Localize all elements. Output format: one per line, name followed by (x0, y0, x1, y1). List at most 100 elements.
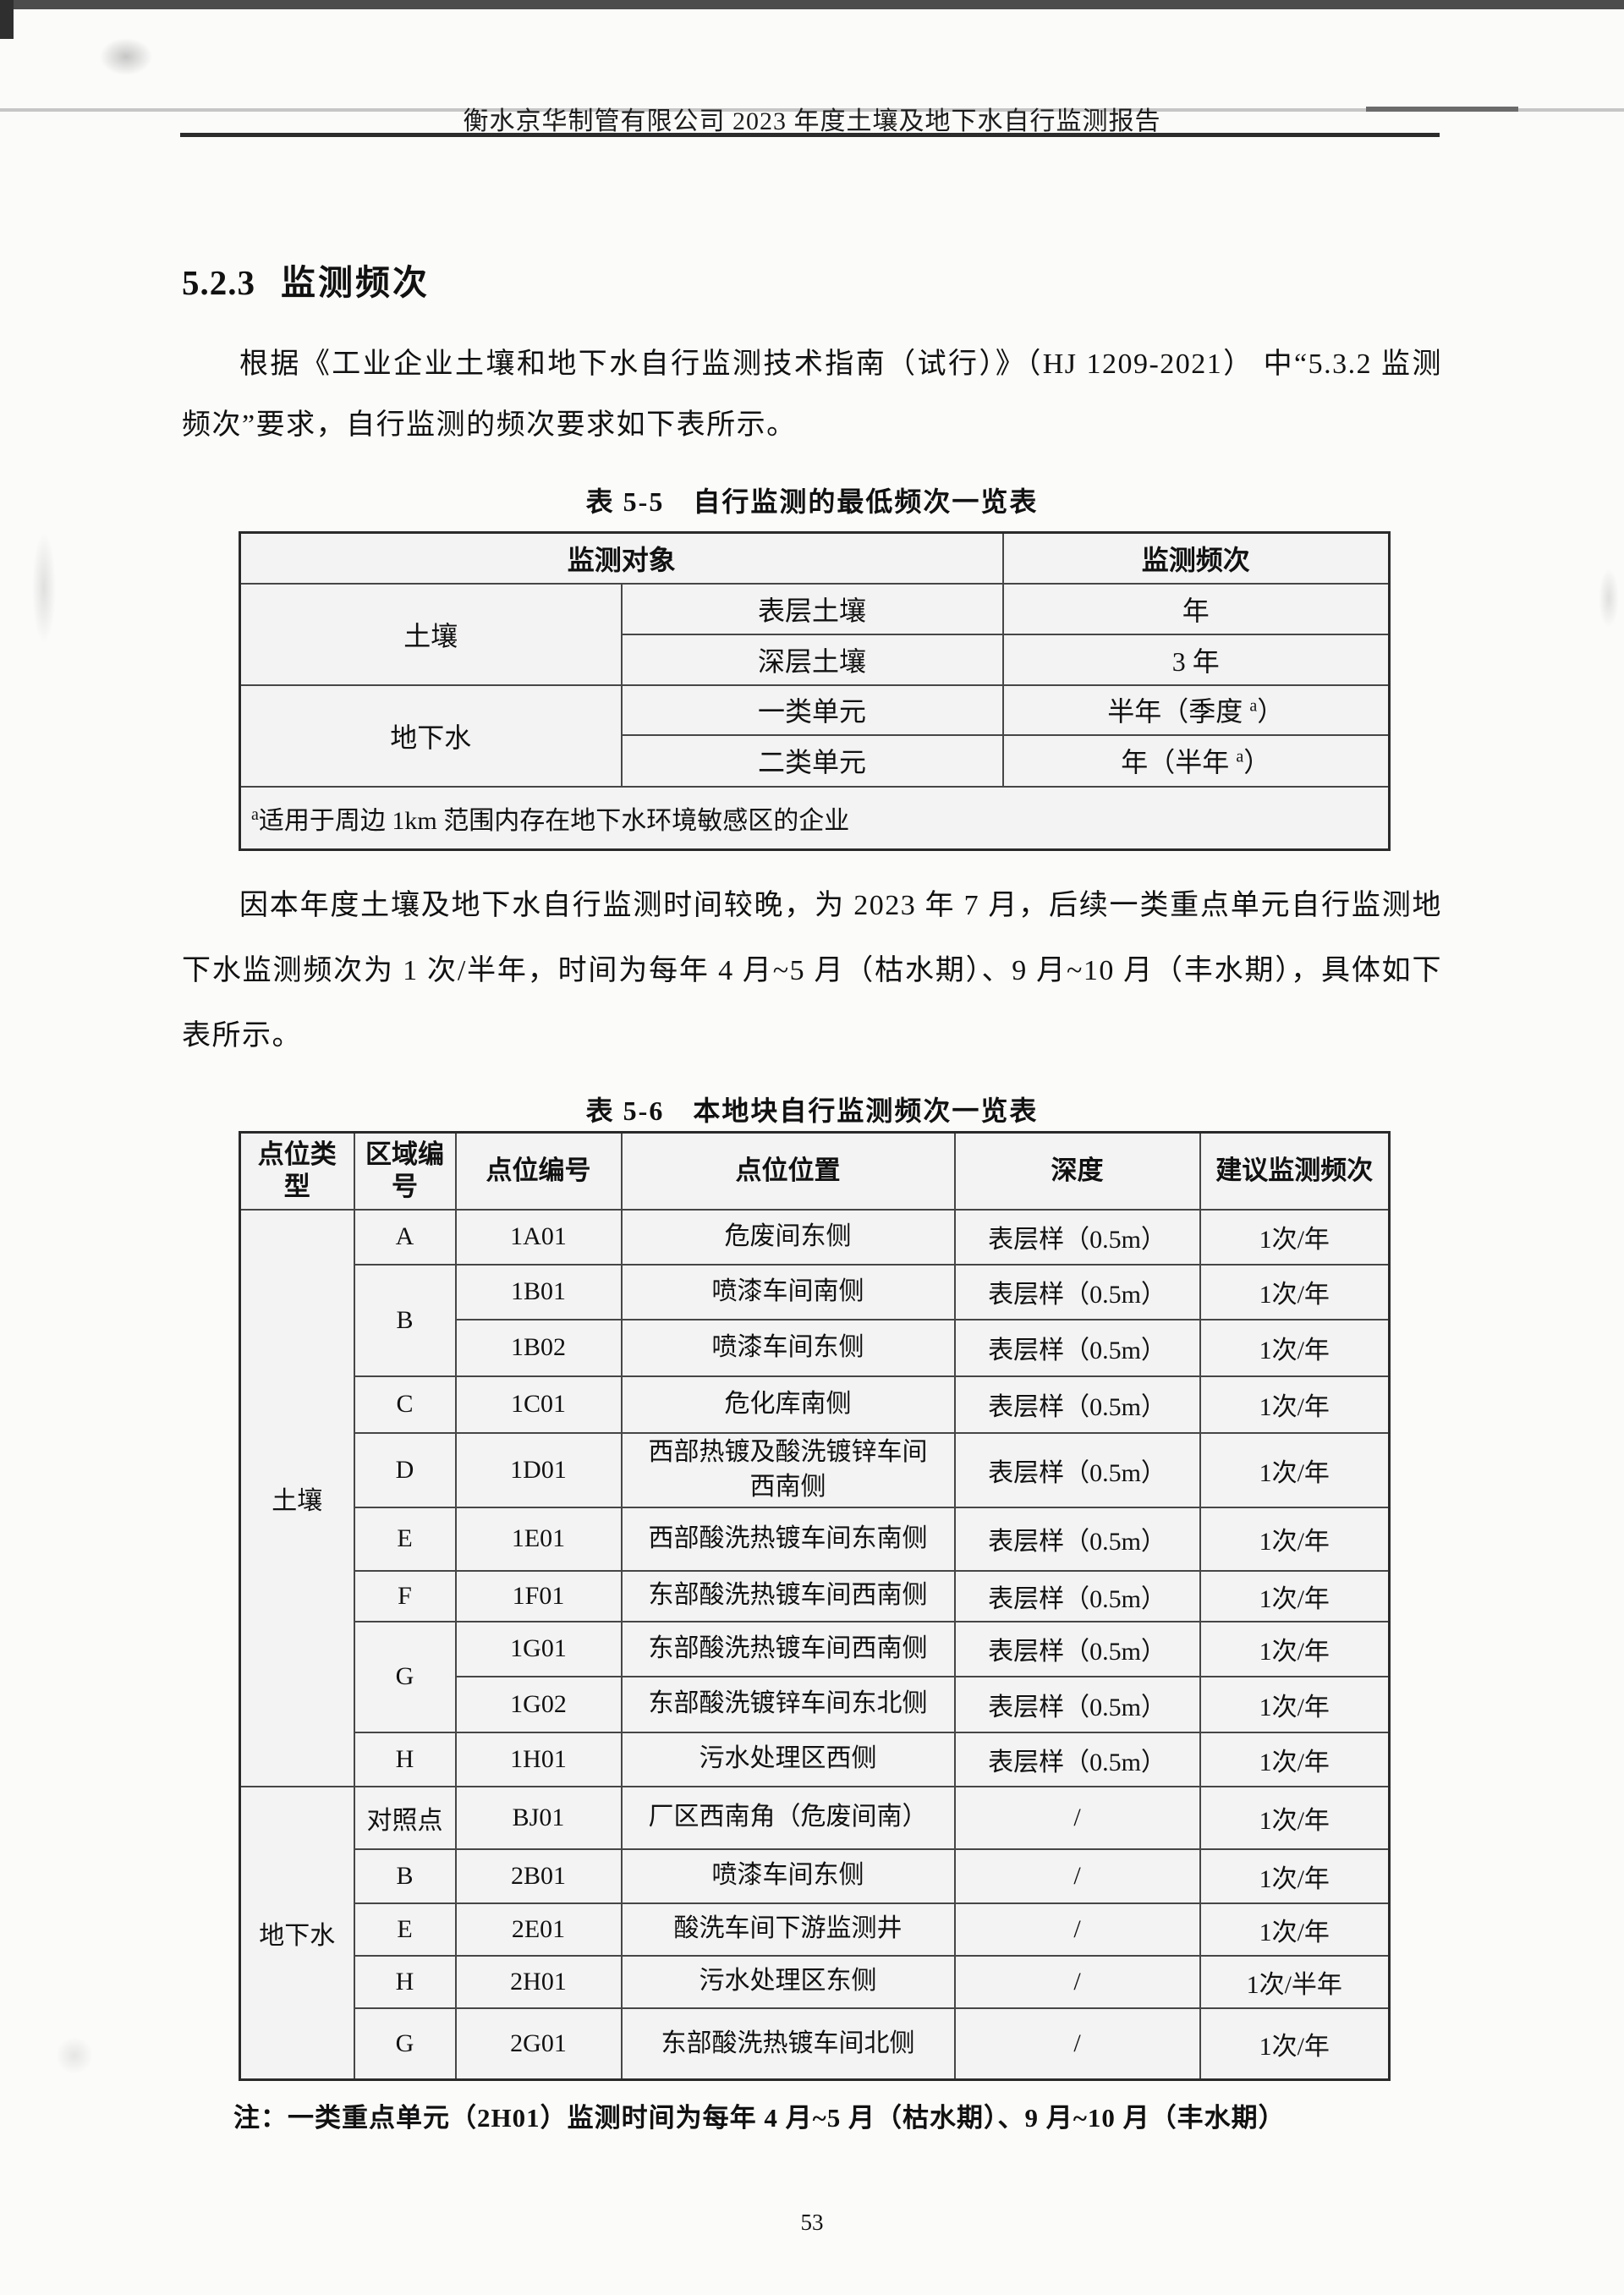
table-row: C 1C01 危化库南侧 表层样（0.5m） 1次/年 (240, 1375, 1391, 1434)
location-cell: 厂区西南角（危废间南） (620, 1785, 956, 1850)
depth-cell: 表层样（0.5m） (953, 1375, 1201, 1434)
depth-cell: 表层样（0.5m） (953, 1318, 1201, 1377)
col-header-monitor-frequency: 监测频次 (1001, 531, 1391, 585)
freq-cell: 1次/年 (1199, 1848, 1391, 1904)
running-header-title: 衡水京华制管有限公司 2023 年度土壤及地下水自行监测报告 (463, 107, 1161, 135)
freq-cell: 1次/年 (1199, 1506, 1391, 1572)
freq-cell: 1次/年 (1199, 1375, 1391, 1434)
depth-cell: / (953, 1785, 1201, 1850)
location-cell: 污水处理区西侧 (620, 1731, 956, 1787)
paragraph-frequency-detail: 因本年度土壤及地下水自行监测时间较晚，为 2023 年 7 月，后续一类重点单元… (182, 890, 1442, 1051)
scan-smudge (1599, 568, 1619, 628)
scan-corner-mark (0, 0, 14, 39)
header-divider-light (0, 108, 1624, 112)
point-id-cell: 1F01 (454, 1569, 623, 1622)
freq-cell: 1次/年 (1199, 1208, 1391, 1266)
section-heading: 5.2.3 监测频次 (182, 254, 430, 305)
table-row: E 1E01 西部酸洗热镀车间东南侧 表层样（0.5m） 1次/年 (240, 1506, 1391, 1572)
page-number: 53 (800, 2210, 824, 2235)
location-cell: 酸洗车间下游监测井 (620, 1902, 956, 1957)
zone-cell: D (353, 1431, 457, 1508)
table-row: B 2B01 喷漆车间东侧 / 1次/年 (240, 1848, 1391, 1904)
location-cell: 危化库南侧 (620, 1375, 956, 1434)
col-header-monitor-object: 监测对象 (239, 531, 1004, 585)
table-5-6-caption: 表 5-6 本地块自行监测频次一览表 (585, 1095, 1039, 1126)
table-row: E 2E01 酸洗车间下游监测井 / 1次/年 (240, 1902, 1391, 1957)
zone-cell: G (353, 1620, 457, 1733)
freq-cell: 1次/年 (1199, 1431, 1391, 1508)
type-cell-soil: 土壤 (239, 1208, 355, 1787)
section-number: 5.2.3 (182, 263, 255, 302)
col-header-zone-code: 区域编号 (353, 1131, 457, 1211)
zone-cell: 对照点 (353, 1785, 457, 1850)
point-id-cell: 1H01 (454, 1731, 623, 1787)
point-id-cell: 1A01 (454, 1208, 623, 1266)
group-cell-groundwater: 地下水 (239, 684, 623, 788)
location-cell: 东部酸洗热镀车间西南侧 (620, 1620, 956, 1677)
table-row: H 2H01 污水处理区东侧 / 1次/半年 (240, 1954, 1391, 2009)
zone-cell: E (353, 1506, 457, 1572)
unit-cell: 一类单元 (620, 684, 1004, 736)
freq-cell: 1次/年 (1199, 1318, 1391, 1377)
table-row: 二类单元 年（半年 a） (240, 733, 1391, 788)
col-header-depth: 深度 (953, 1131, 1201, 1211)
paragraph-intro: 根据《工业企业土壤和地下水自行监测技术指南（试行）》（HJ 1209-2021）… (182, 349, 1442, 441)
col-header-point-location: 点位位置 (620, 1131, 956, 1211)
point-id-cell: 2G01 (454, 2007, 623, 2081)
table-row: B 1B01 喷漆车间南侧 表层样（0.5m） 1次/年 (240, 1263, 1391, 1377)
point-id-cell: 1D01 (454, 1431, 623, 1508)
header-divider-dark-segment (1366, 107, 1518, 112)
location-cell: 西部热镀及酸洗镀锌车间西南侧 (620, 1431, 956, 1508)
depth-cell: / (953, 1902, 1201, 1957)
point-id-cell: 1E01 (454, 1506, 623, 1572)
table-row: 地下水 一类单元 半年（季度 a） (239, 684, 1391, 788)
depth-cell: 表层样（0.5m） (953, 1208, 1201, 1266)
freq-cell: 1次/年 (1199, 1785, 1391, 1850)
table-row: H 1H01 污水处理区西侧 表层样（0.5m） 1次/年 (240, 1731, 1391, 1787)
table-5-5-caption: 表 5-5 自行监测的最低频次一览表 (585, 486, 1039, 517)
depth-cell: 表层样（0.5m） (953, 1569, 1201, 1622)
zone-cell: F (353, 1569, 457, 1622)
type-cell-groundwater: 地下水 (239, 1785, 355, 2081)
depth-cell: 表层样（0.5m） (953, 1675, 1201, 1733)
zone-cell: G (353, 2007, 457, 2081)
unit-cell: 深层土壤 (620, 633, 1004, 686)
location-cell: 危废间东侧 (620, 1208, 956, 1266)
zone-cell: H (353, 1954, 457, 2009)
scan-smudge (100, 38, 152, 75)
zone-cell: H (353, 1731, 457, 1787)
depth-cell: 表层样（0.5m） (953, 1431, 1201, 1508)
table-row: G 2G01 东部酸洗热镀车间北侧 / 1次/年 (240, 2007, 1391, 2081)
zone-cell: A (353, 1208, 457, 1266)
depth-cell: 表层样（0.5m） (953, 1506, 1201, 1572)
depth-cell: / (953, 2007, 1201, 2081)
table-row: 1B02 喷漆车间东侧 表层样（0.5m） 1次/年 (240, 1318, 1391, 1377)
freq-cell: 1次/年 (1199, 1569, 1391, 1622)
footnote-marker: a (1236, 747, 1244, 766)
point-id-cell: BJ01 (454, 1785, 623, 1850)
depth-cell: 表层样（0.5m） (953, 1620, 1201, 1677)
point-id-cell: 1G01 (454, 1620, 623, 1677)
freq-cell: 1次/年 (1199, 1902, 1391, 1957)
zone-cell: E (353, 1902, 457, 1957)
location-cell: 东部酸洗镀锌车间东北侧 (620, 1675, 956, 1733)
unit-cell: 二类单元 (620, 733, 1004, 788)
table-5-5: 监测对象 监测频次 土壤 表层土壤 年 深层土壤 3 年 地下水 一类单元 半年… (239, 531, 1391, 851)
point-id-cell: 1B02 (454, 1318, 623, 1377)
col-header-point-code: 点位编号 (454, 1131, 623, 1211)
location-cell: 东部酸洗热镀车间西南侧 (620, 1569, 956, 1622)
table-footnote: a适用于周边 1km 范围内存在地下水环境敏感区的企业 (239, 785, 1391, 851)
zone-cell: B (353, 1848, 457, 1904)
table-row: F 1F01 东部酸洗热镀车间西南侧 表层样（0.5m） 1次/年 (240, 1569, 1391, 1622)
scan-top-band (0, 0, 1624, 9)
table-5-6: 点位类型 区域编号 点位编号 点位位置 深度 建议监测频次 土壤 A 1A01 … (239, 1131, 1391, 2081)
table-row: 土壤 A 1A01 危废间东侧 表层样（0.5m） 1次/年 (239, 1208, 1391, 1787)
table-row: 地下水 对照点 BJ01 厂区西南角（危废间南） / 1次/年 (239, 1785, 1391, 2081)
depth-cell: 表层样（0.5m） (953, 1263, 1201, 1320)
table-5-6-note: 注：一类重点单元（2H01）监测时间为每年 4 月~5 月（枯水期）、9 月~1… (233, 2103, 1286, 2133)
location-cell: 东部酸洗热镀车间北侧 (620, 2007, 956, 2081)
point-id-cell: 1C01 (454, 1375, 623, 1434)
location-cell: 喷漆车间东侧 (620, 1318, 956, 1377)
freq-cell: 1次/年 (1199, 1620, 1391, 1677)
